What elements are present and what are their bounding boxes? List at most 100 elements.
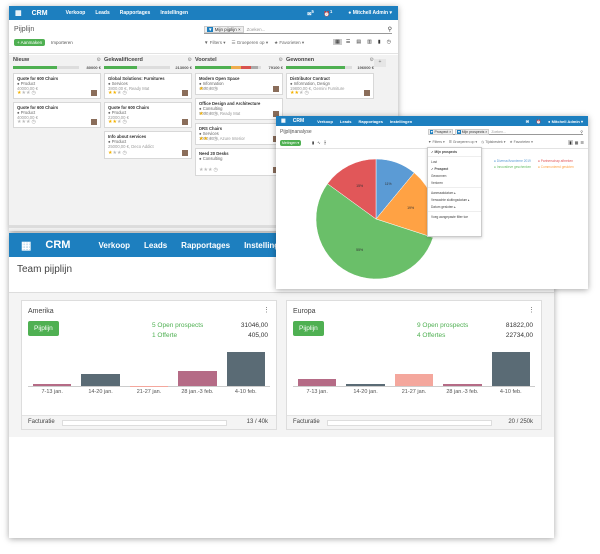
column-title[interactable]: Nieuw [13,57,30,63]
star-icon[interactable]: ★ [199,86,204,92]
star-icon[interactable]: ★ [112,90,117,96]
dropdown-item[interactable]: Verwachte sluitingsdatum ▸ [431,197,470,202]
card-priority[interactable]: ★★★◷ [108,90,127,96]
dropdown-item[interactable]: Verloren [431,180,443,185]
kanban-card[interactable]: Global Solutions: Furnitures ● Services 38… [104,73,192,99]
activity-view-icon[interactable]: ◷ [386,39,391,45]
star-icon[interactable]: ★ [25,90,31,96]
open-prospects-link[interactable]: 5 Open prospects [152,322,204,329]
menu-rapportages[interactable]: Rapportages [119,10,151,16]
card-priority[interactable]: ★★★◷ [17,90,36,96]
team-options-icon[interactable]: ⋮ [263,307,270,314]
menu-leads[interactable]: Leads [144,240,168,250]
card-priority[interactable]: ★★★◷ [17,119,36,125]
list-view-icon[interactable]: ☰ [345,39,351,45]
timeframe-dropdown[interactable]: ◷ Tijdsbestek ▾ [481,140,506,144]
column-progressbar[interactable] [286,66,352,69]
star-icon[interactable]: ★ [21,90,26,96]
apps-menu-icon[interactable]: ▦ [281,118,286,124]
search-icon[interactable]: ⚲ [387,27,392,33]
star-icon[interactable]: ★ [116,90,122,96]
star-icon[interactable]: ★ [203,167,208,173]
star-icon[interactable]: ★ [108,150,113,156]
app-name[interactable]: CRM [31,9,48,17]
menu-leads[interactable]: Leads [95,10,110,16]
kanban-card[interactable]: Need 20 Desks ● Consulting ★★★◷ [195,148,283,176]
week-bar[interactable] [394,374,434,386]
card-priority[interactable]: ★★★◷ [199,111,218,117]
favorites-dropdown[interactable]: ★ Favorieten ▾ [274,40,305,45]
app-name[interactable]: CRM [292,118,305,124]
list-view-icon[interactable]: ☰ [580,140,584,145]
star-icon[interactable]: ★ [207,167,213,173]
menu-verkoop[interactable]: Verkoop [98,240,131,250]
kanban-view-icon[interactable]: ▦ [333,39,342,45]
chat-icon[interactable]: ✉ [525,118,530,124]
groupby-dropdown[interactable]: ☰ Groeperen op ▾ [231,40,269,45]
pivot-view-icon[interactable]: ▥ [367,39,372,45]
week-bar[interactable] [81,374,120,386]
card-priority[interactable]: ★★★◷ [108,150,127,156]
menu-instellingen[interactable]: Instellingen [160,10,189,16]
pie-slice[interactable] [327,158,377,220]
activity-icon[interactable]: ◷ [122,90,127,96]
star-icon[interactable]: ★ [199,167,204,173]
card-priority[interactable]: ★★★◷ [108,119,127,125]
menu-rapportages[interactable]: Rapportages [358,118,383,124]
groupby-dropdown[interactable]: ☰ Groeperen op ▾ [448,140,478,144]
bar-chart-icon[interactable]: ▮ [312,140,315,145]
card-priority[interactable]: ★★★◷ [290,90,309,96]
pipeline-button[interactable]: Pijplijn [293,321,324,336]
column-settings-icon[interactable]: ⚙ [278,57,283,63]
create-button[interactable]: + Aanmaken [14,39,46,46]
search-bar[interactable]: ▼ Prospect × ▼ Mijn prospects × Zoeken..… [428,128,583,135]
legend-item[interactable]: ● Innovatieve geschenken [494,165,532,169]
graph-view-icon[interactable]: ▮ [377,39,381,45]
star-icon[interactable]: ★ [294,90,299,96]
kanban-card[interactable]: Quote for 600 Chairs ● Product 40000,00 € ★… [13,73,101,99]
activity-icon[interactable]: ⏰1 [323,8,333,18]
column-progressbar[interactable] [104,66,170,69]
star-icon[interactable]: ★ [17,90,22,96]
activity-icon[interactable]: ◷ [213,86,218,92]
star-icon[interactable]: ★ [116,150,122,156]
apps-menu-icon[interactable]: ▦ [15,10,22,17]
activity-icon[interactable]: ◷ [31,119,36,125]
graph-view-icon[interactable]: ▮ [568,140,573,145]
search-facet[interactable]: ▼ Prospect × [428,128,454,135]
calendar-view-icon[interactable]: ▤ [356,39,362,45]
week-bar[interactable] [129,385,169,386]
star-icon[interactable]: ★ [207,136,213,142]
legend-item[interactable]: ● Partnerschap afbreken [538,159,574,163]
menu-leads[interactable]: Leads [339,118,352,124]
activity-icon[interactable]: ◷ [213,111,218,117]
kanban-card[interactable]: Distributor Contract ● Information, Desig… [286,73,374,99]
activity-icon[interactable]: ◷ [122,119,127,125]
pivot-view-icon[interactable]: ▦ [574,140,579,145]
user-menu[interactable]: ● Mitchell Admin ▾ [548,118,583,124]
week-bar[interactable] [346,384,385,386]
dropdown-item[interactable]: ✓ Mijn prospects [431,149,458,154]
pie-chart-icon[interactable]: ◔ [323,140,326,145]
menu-verkoop[interactable]: Verkoop [317,118,333,124]
invoicing-progressbar[interactable] [327,420,492,426]
measures-button[interactable]: Metingen ▾ [280,140,302,146]
star-icon[interactable]: ★ [17,119,22,125]
quotations-link[interactable]: 4 Offertes [417,332,446,339]
dropdown-item[interactable]: Lost [431,159,438,164]
activity-icon[interactable]: ◷ [213,136,218,142]
week-bar[interactable] [226,352,265,386]
pie-slice[interactable] [315,183,434,280]
filters-dropdown[interactable]: ▼ Filters ▾ [428,140,445,144]
filters-dropdown[interactable]: ▼ Filters ▾ [204,40,226,45]
column-progressbar[interactable] [195,66,261,69]
star-icon[interactable]: ★ [207,111,213,117]
star-icon[interactable]: ★ [207,86,213,92]
column-settings-icon[interactable]: ⚙ [96,57,101,63]
kanban-card[interactable]: DRS Chairs ● Services 1000,00 €, Azure Int… [195,123,283,145]
user-menu[interactable]: ● Mitchell Admin ▾ [348,10,392,16]
column-progressbar[interactable] [13,66,79,69]
legend-item[interactable]: ● Diverse/Anonieme 2019 [494,159,531,163]
dropdown-item[interactable]: Voeg aangepaste filter toe [431,214,469,219]
search-icon[interactable]: ⚲ [580,129,583,134]
